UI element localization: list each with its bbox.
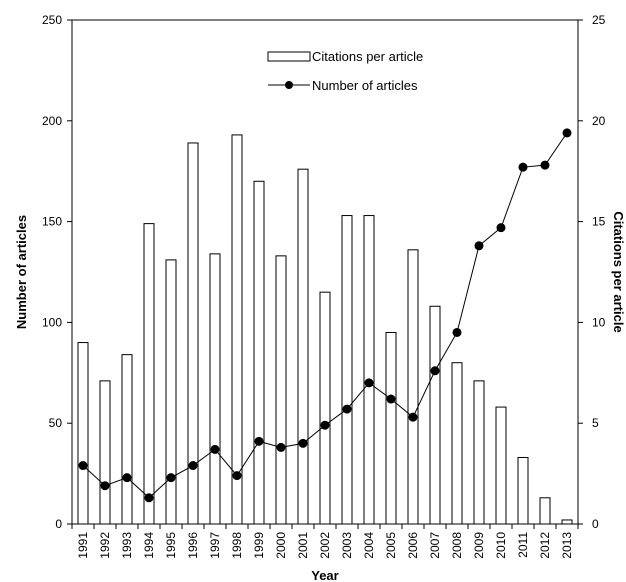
x-tick-label: 2004 <box>362 532 376 559</box>
x-tick-label: 2013 <box>560 532 574 559</box>
right-tick-label: 25 <box>592 13 606 27</box>
left-tick-label: 250 <box>42 13 62 27</box>
x-tick-label: 2003 <box>340 532 354 559</box>
bar <box>209 253 221 525</box>
left-tick-label: 150 <box>42 215 62 229</box>
line-point <box>386 394 396 404</box>
x-tick-label: 1994 <box>142 532 156 559</box>
x-tick-label: 2011 <box>516 532 530 558</box>
line-point <box>78 461 88 471</box>
bar <box>407 249 419 525</box>
bar <box>517 456 529 525</box>
x-tick-label: 2005 <box>384 532 398 559</box>
left-tick-label: 0 <box>55 517 62 531</box>
x-tick-label: 2007 <box>428 532 442 559</box>
line-point <box>100 481 110 491</box>
line-point <box>254 436 264 446</box>
left-tick-label: 100 <box>42 315 62 329</box>
line-point <box>188 461 198 471</box>
line-point <box>518 162 528 172</box>
x-tick-label: 2010 <box>494 532 508 559</box>
x-tick-label: 1999 <box>252 532 266 559</box>
legend: Citations per article Number of articles <box>267 49 423 93</box>
legend-bar-swatch <box>267 51 311 62</box>
x-axis: 1991 1992 1993 1994 1995 1996 1997 1998 1999 2000… <box>71 524 579 559</box>
bar <box>473 380 485 525</box>
right-tick-label: 15 <box>592 215 606 229</box>
bar <box>165 259 177 525</box>
left-axis: 0 50 100 150 200 250 <box>42 13 72 531</box>
bar <box>561 519 573 525</box>
line-point <box>342 404 352 414</box>
line-point <box>320 420 330 430</box>
line-point <box>122 473 132 483</box>
line-point <box>408 412 418 422</box>
right-axis: 0 5 10 15 20 25 <box>578 13 606 531</box>
legend-bar-label: Citations per article <box>312 49 423 64</box>
bar <box>231 134 243 525</box>
x-tick-label: 2001 <box>296 532 310 559</box>
bar <box>363 215 375 525</box>
line-point <box>210 444 220 454</box>
bar <box>385 331 397 525</box>
x-tick-label: 1995 <box>164 532 178 559</box>
right-tick-label: 20 <box>592 114 606 128</box>
bar <box>275 255 287 525</box>
x-tick-label: 2000 <box>274 532 288 559</box>
bar <box>341 215 353 525</box>
x-tick-label: 1998 <box>230 532 244 559</box>
bar <box>429 305 441 525</box>
line-point <box>452 327 462 337</box>
line-point <box>364 378 374 388</box>
line-point <box>232 471 242 481</box>
left-tick-label: 50 <box>49 416 63 430</box>
line-point <box>144 493 154 503</box>
bar <box>539 497 551 525</box>
right-tick-label: 10 <box>592 315 606 329</box>
x-tick-label: 1996 <box>186 532 200 559</box>
line-point <box>540 160 550 170</box>
line-point <box>298 438 308 448</box>
left-tick-label: 200 <box>42 114 62 128</box>
legend-line-marker <box>285 81 293 89</box>
bar <box>451 362 463 525</box>
bar <box>495 406 507 525</box>
bar <box>99 380 111 525</box>
bars-layer <box>77 134 573 525</box>
line-point <box>474 241 484 251</box>
line-point <box>562 128 572 138</box>
x-tick-label: 2012 <box>538 532 552 559</box>
x-tick-label: 1991 <box>76 532 90 559</box>
bar <box>187 142 199 525</box>
line-point <box>166 473 176 483</box>
x-tick-label: 2002 <box>318 532 332 559</box>
bar <box>143 223 155 525</box>
bar <box>121 354 133 525</box>
x-axis-title: Year <box>311 568 338 582</box>
right-tick-label: 5 <box>592 416 599 430</box>
x-tick-label: 2009 <box>472 532 486 559</box>
bar <box>253 180 265 525</box>
right-axis-title: Citations per article <box>611 211 626 332</box>
line-point <box>430 366 440 376</box>
x-tick-label: 2006 <box>406 532 420 559</box>
bar <box>319 291 331 525</box>
legend-line-label: Number of articles <box>312 78 418 93</box>
right-tick-label: 0 <box>592 517 599 531</box>
bar <box>77 342 89 525</box>
line-point <box>496 223 506 233</box>
x-tick-label: 1993 <box>120 532 134 559</box>
line-point <box>276 442 286 452</box>
x-tick-label: 1992 <box>98 532 112 559</box>
left-axis-title: Number of articles <box>14 215 29 329</box>
x-tick-label: 2008 <box>450 532 464 559</box>
line-layer <box>78 128 572 503</box>
bar <box>297 168 309 525</box>
x-tick-label: 1997 <box>208 532 222 559</box>
